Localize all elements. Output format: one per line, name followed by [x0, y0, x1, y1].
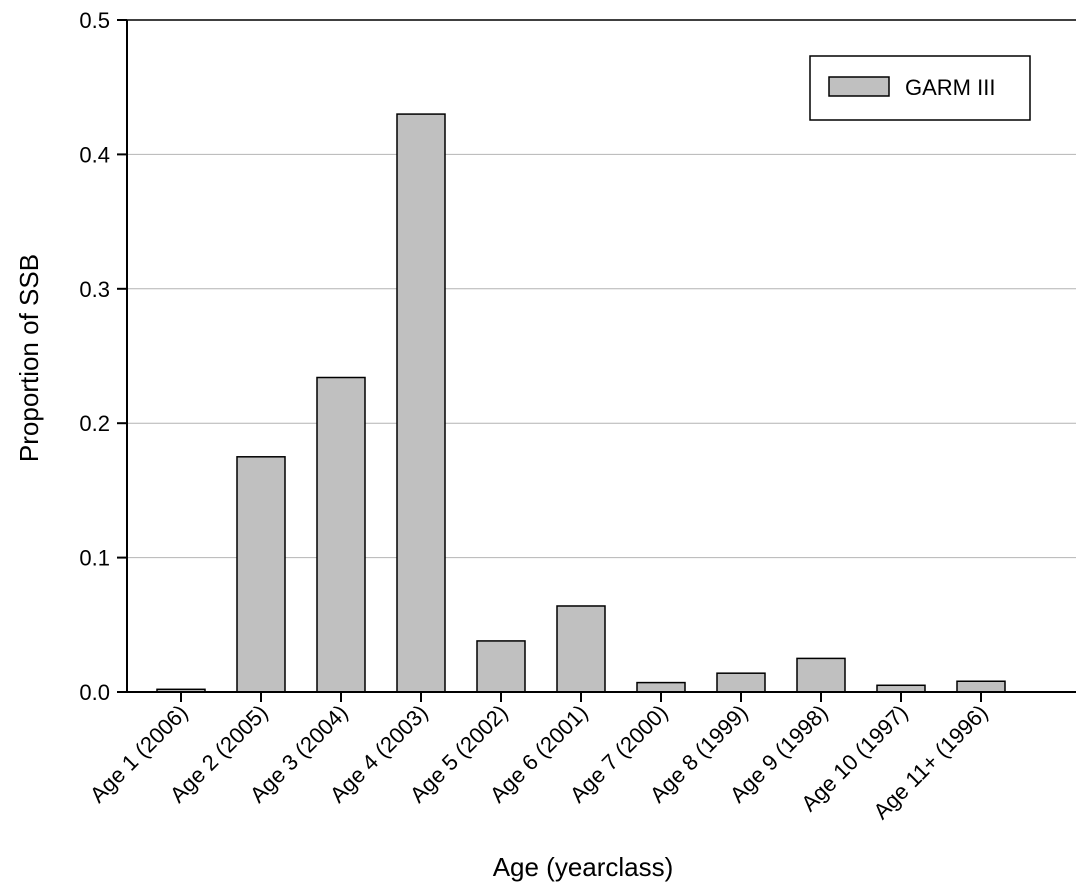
- y-tick-label: 0.0: [79, 680, 110, 705]
- y-ticks: 0.0 0.1 0.2 0.3 0.4 0.5: [79, 8, 127, 705]
- legend: GARM III: [809, 55, 1031, 121]
- bar: [236, 456, 286, 693]
- bar: [956, 680, 1006, 693]
- y-tick-label: 0.2: [79, 411, 110, 436]
- bar: [556, 605, 606, 693]
- bar: [796, 657, 846, 693]
- axes: [126, 19, 1076, 693]
- legend-label: GARM III: [905, 75, 995, 100]
- legend-swatch: [828, 76, 890, 97]
- bar: [316, 376, 366, 693]
- y-tick-label: 0.5: [79, 8, 110, 33]
- bar: [476, 640, 526, 693]
- bar: [636, 681, 686, 693]
- bars: [156, 113, 1006, 693]
- x-ticks: Age 1 (2006)Age 2 (2005)Age 3 (2004)Age …: [85, 692, 993, 824]
- bar: [716, 672, 766, 693]
- y-axis-title: Proportion of SSB: [14, 254, 44, 462]
- bar: [396, 113, 446, 693]
- bar: [876, 684, 926, 693]
- y-tick-label: 0.1: [79, 546, 110, 571]
- gridlines: [127, 153, 1076, 559]
- y-tick-label: 0.3: [79, 277, 110, 302]
- x-axis-title: Age (yearclass): [493, 852, 674, 882]
- y-tick-label: 0.4: [79, 142, 110, 167]
